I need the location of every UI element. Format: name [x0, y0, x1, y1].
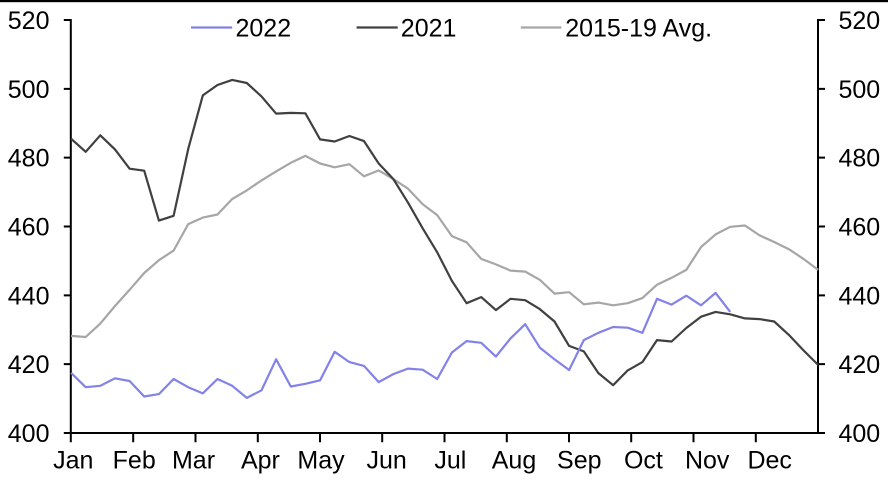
svg-text:2022: 2022 [236, 15, 292, 43]
svg-text:440: 440 [8, 282, 50, 310]
svg-text:480: 480 [839, 145, 881, 173]
svg-text:Jan: Jan [53, 447, 93, 475]
svg-text:460: 460 [8, 214, 50, 242]
svg-text:480: 480 [8, 145, 50, 173]
svg-text:Dec: Dec [747, 447, 791, 475]
svg-text:500: 500 [8, 76, 50, 104]
svg-text:Oct: Oct [624, 447, 663, 475]
svg-text:400: 400 [8, 420, 50, 448]
svg-text:Mar: Mar [172, 447, 215, 475]
svg-text:Feb: Feb [113, 447, 156, 475]
svg-text:460: 460 [839, 214, 881, 242]
svg-text:Apr: Apr [241, 447, 280, 475]
svg-text:Jun: Jun [367, 447, 407, 475]
svg-text:Jul: Jul [434, 447, 466, 475]
svg-text:520: 520 [839, 7, 881, 35]
svg-text:440: 440 [839, 282, 881, 310]
svg-text:Aug: Aug [492, 447, 536, 475]
svg-text:520: 520 [8, 7, 50, 35]
svg-text:500: 500 [839, 76, 881, 104]
svg-text:420: 420 [8, 351, 50, 379]
svg-text:Nov: Nov [685, 447, 730, 475]
svg-text:May: May [297, 447, 345, 475]
svg-text:Sep: Sep [557, 447, 601, 475]
svg-text:400: 400 [839, 420, 881, 448]
svg-text:2021: 2021 [401, 15, 457, 43]
svg-text:2015-19 Avg.: 2015-19 Avg. [565, 15, 712, 43]
svg-text:420: 420 [839, 351, 881, 379]
